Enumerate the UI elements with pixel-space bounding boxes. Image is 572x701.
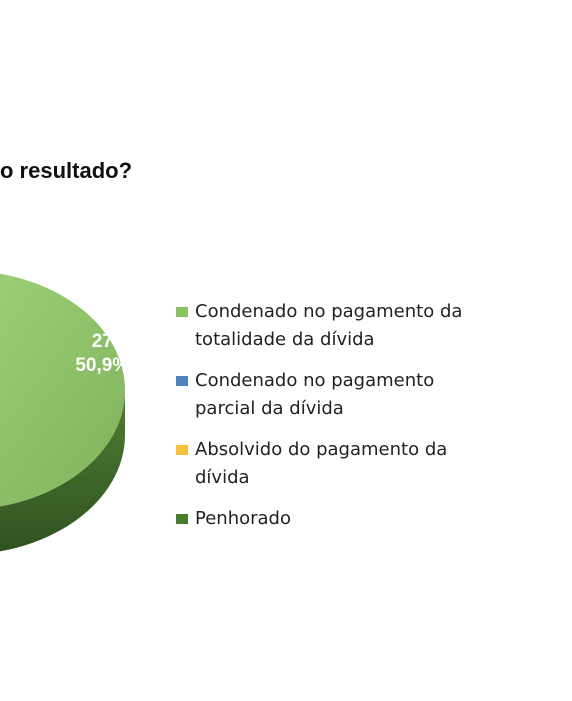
legend-label: Penhorado <box>195 508 291 529</box>
chart-title: o resultado? <box>0 158 132 183</box>
legend-label: Condenado no pagamento parcial da dívida <box>195 370 434 419</box>
legend-swatch <box>176 307 188 317</box>
pie: 27 50,9% <box>0 270 129 555</box>
legend-item: Absolvido do pagamento da dívida <box>176 436 476 492</box>
legend: Condenado no pagamento da totalidade da … <box>176 298 476 546</box>
legend-item: Condenado no pagamento parcial da dívida <box>176 367 476 423</box>
legend-label: Absolvido do pagamento da dívida <box>195 439 447 488</box>
legend-item: Penhorado <box>176 505 476 533</box>
legend-swatch <box>176 514 188 524</box>
legend-swatch <box>176 445 188 455</box>
legend-label: Condenado no pagamento da totalidade da … <box>195 301 462 350</box>
legend-swatch <box>176 376 188 386</box>
legend-item: Condenado no pagamento da totalidade da … <box>176 298 476 354</box>
slice-percent-label: 50,9% <box>75 355 129 376</box>
page: {"chart_data": {"type": "pie", "title": … <box>0 0 572 701</box>
slice-value-label: 27 <box>92 331 113 352</box>
